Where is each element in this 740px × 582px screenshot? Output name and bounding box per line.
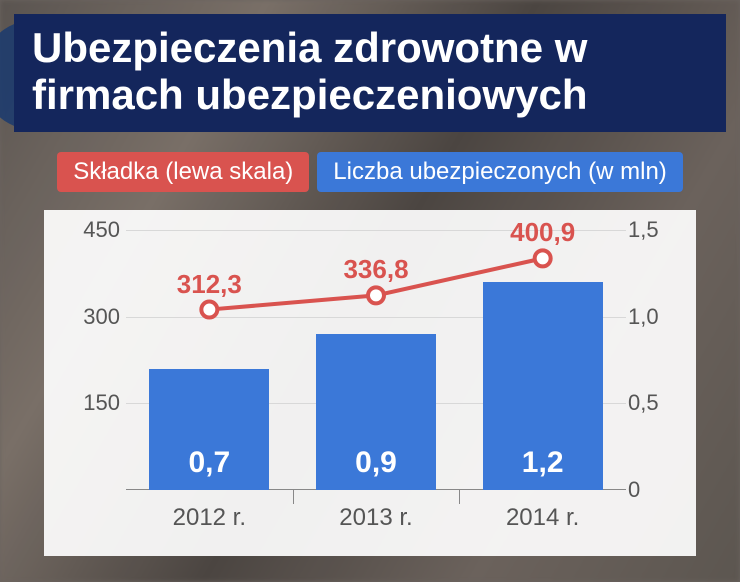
plot-area: 0,70,91,2312,3336,8400,9: [126, 230, 626, 490]
title-band: Ubezpieczenia zdrowotne w firmach ubezpi…: [14, 14, 726, 132]
line-value-label: 400,9: [510, 217, 575, 248]
y-left-tick: 150: [50, 390, 120, 416]
chart-title: Ubezpieczenia zdrowotne w firmach ubezpi…: [32, 24, 708, 118]
line-value-label: 312,3: [177, 269, 242, 300]
x-separator: [293, 490, 294, 504]
y-right-tick: 1,0: [628, 304, 688, 330]
y-left-tick: 450: [50, 217, 120, 243]
legend: Składka (lewa skala) Liczba ubezpieczony…: [0, 152, 740, 192]
x-separator: [459, 490, 460, 504]
legend-left: Składka (lewa skala): [57, 152, 309, 192]
y-right-tick: 0: [628, 477, 688, 503]
line-value-label: 336,8: [343, 254, 408, 285]
x-category-label: 2014 r.: [506, 504, 579, 532]
y-right-tick: 0,5: [628, 390, 688, 416]
y-left-tick: 300: [50, 304, 120, 330]
legend-right: Liczba ubezpieczonych (w mln): [317, 152, 682, 192]
x-category-label: 2012 r.: [173, 504, 246, 532]
chart-area: 0,70,91,2312,3336,8400,9 15030045000,51,…: [44, 210, 696, 556]
x-category-label: 2013 r.: [339, 504, 412, 532]
y-right-tick: 1,5: [628, 217, 688, 243]
